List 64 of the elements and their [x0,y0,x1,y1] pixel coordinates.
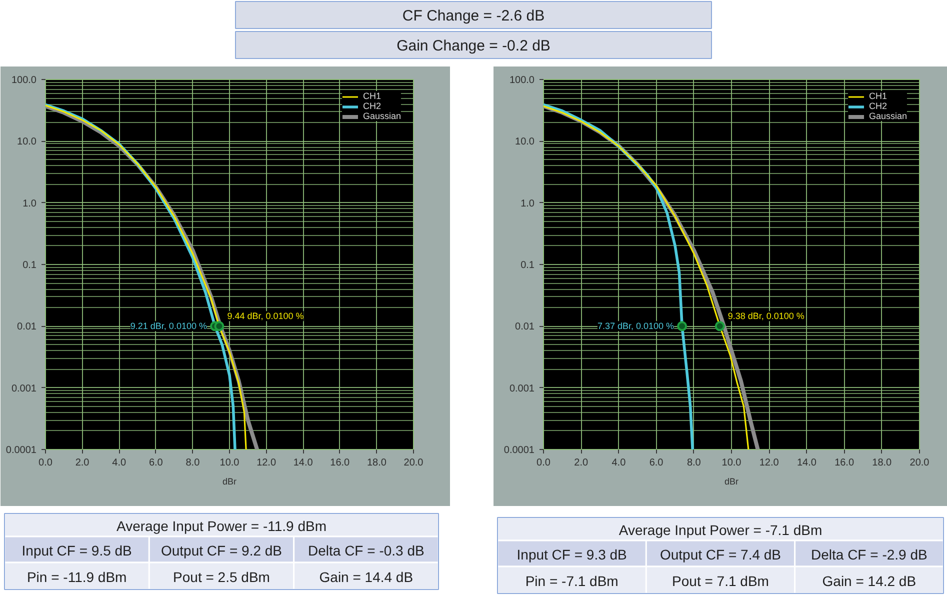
text: Pin = -7.1 dBm [525,573,618,589]
x-tick-label: 14.0 [293,458,314,468]
text: Input CF = 9.5 dB [22,542,132,558]
text: Gain = 14.4 dB [319,569,414,585]
x-tick-label: 20.0 [404,458,424,468]
x-tick-label: 6.0 [649,458,664,468]
y-tick-label: 0.001 [509,383,535,394]
x-tick-label: 16.0 [834,458,854,468]
x-tick-label: 14.0 [796,458,817,468]
y-tick-label: 10.0 [17,136,37,148]
annotation: 9.38 dBr, 0.0100 % [728,311,804,322]
legend-label: Gaussian [362,111,401,121]
y-tick-label: 10.0 [515,136,535,148]
x-tick-label: 20.0 [910,458,930,468]
x-tick-label: 4.0 [612,458,626,468]
text: Gain Change = -0.2 dB [396,38,550,54]
text: Delta CF = -0.3 dB [308,542,424,558]
x-tick-label: 8.0 [186,458,200,468]
x-tick-label: 12.0 [256,458,276,468]
text: Pout = 7.1 dBm [672,573,769,589]
y-tick-label: 0.001 [11,383,37,394]
x-axis-title: dBr [724,476,739,486]
text: Output CF = 7.4 dB [660,546,782,562]
x-axis-title: dBr [222,476,237,486]
y-tick-label: 100.0 [11,75,37,86]
annotation: 9.44 dBr, 0.0100 % [227,311,304,322]
text: Average Input Power = -7.1 dBm [618,522,822,538]
text: Gain = 14.2 dB [822,573,916,589]
y-tick-label: 0.0001 [504,445,535,456]
text: Delta CF = -2.9 dB [811,546,928,562]
x-tick-label: 18.0 [366,458,387,468]
legend-label: CH2 [868,101,888,111]
legend-label: CH2 [362,101,382,111]
y-tick-label: 0.0001 [6,445,37,456]
x-tick-label: 2.0 [574,458,588,468]
x-tick-label: 2.0 [75,458,90,468]
x-tick-label: 10.0 [220,458,240,468]
legend-label: CH1 [868,91,888,101]
x-tick-label: 6.0 [148,458,164,468]
text: CF Change = -2.6 dB [402,8,545,24]
y-tick-label: 0.01 [515,322,535,333]
text: Average Input Power = -11.9 dBm [116,518,327,534]
annotation: 9.21 dBr, 0.0100 % [130,321,207,332]
text: Input CF = 9.3 dB [516,546,627,562]
x-tick-label: 8.0 [686,458,702,468]
x-tick-label: 0.0 [536,458,551,468]
x-tick-label: 4.0 [112,458,126,468]
legend-label: Gaussian [868,111,907,121]
text: Pin = -11.9 dBm [26,569,127,585]
y-tick-label: 1.0 [520,198,535,210]
text: Pout = 2.5 dBm [173,569,270,585]
y-tick-label: 0.01 [17,322,37,333]
y-tick-label: 0.1 [520,260,535,271]
y-tick-label: 1.0 [22,198,37,210]
annotation: 7.37 dBr, 0.0100 % [598,321,674,332]
x-tick-label: 0.0 [38,458,53,468]
x-tick-label: 16.0 [330,458,350,468]
y-tick-label: 100.0 [509,75,535,86]
legend-label: CH1 [362,91,382,101]
text: Output CF = 9.2 dB [160,542,282,558]
y-tick-label: 0.1 [22,260,37,271]
x-tick-label: 18.0 [872,458,892,468]
x-tick-label: 12.0 [759,458,780,468]
x-tick-label: 10.0 [722,458,742,468]
